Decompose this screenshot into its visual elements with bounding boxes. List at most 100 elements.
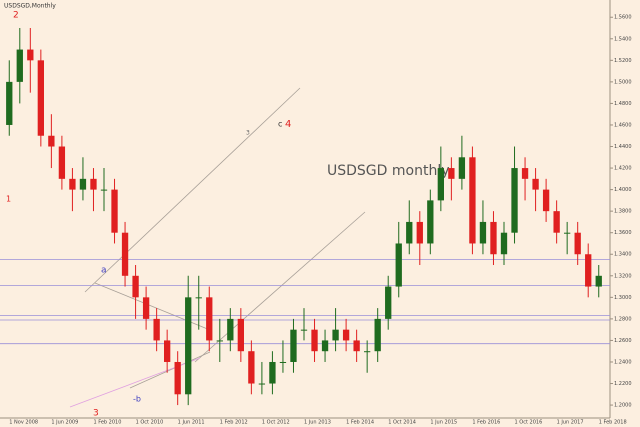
x-tick-label: 1 Feb 2016 <box>472 420 500 426</box>
wave-label: 3 <box>93 409 99 419</box>
y-tick-label: 1.3200 <box>614 273 632 279</box>
y-tick-label: 1.5400 <box>614 36 632 42</box>
x-tick-label: 1 Feb 2018 <box>599 420 627 426</box>
y-tick-label: 1.2600 <box>614 338 632 344</box>
candle-body <box>132 275 139 298</box>
candle-body <box>564 232 571 234</box>
candle-body <box>185 297 192 395</box>
candle-body <box>448 168 455 179</box>
x-tick-label: 1 Jun 2009 <box>51 420 78 426</box>
candle-body <box>164 340 171 362</box>
y-tick-label: 1.2200 <box>614 381 632 387</box>
candle-body <box>385 286 392 319</box>
candle-body <box>595 275 602 287</box>
candle-body <box>300 329 308 331</box>
candle-body <box>437 168 444 201</box>
candle-body <box>395 243 402 287</box>
candle-body <box>37 60 44 136</box>
candle-body <box>237 318 244 352</box>
candle-body <box>332 329 339 341</box>
candle-body <box>248 351 255 384</box>
candle-body <box>458 157 466 179</box>
trend-lines <box>69 87 366 408</box>
x-tick-label: 1 Jun 2017 <box>557 420 584 426</box>
candle-body <box>374 318 381 352</box>
wave-label: a <box>101 266 107 276</box>
y-tick-label: 1.4400 <box>614 144 632 150</box>
x-tick-label: 1 Jun 2013 <box>304 420 331 426</box>
candle-body <box>69 178 76 190</box>
candle-body <box>542 189 550 212</box>
candle-body <box>153 318 160 341</box>
candle-body <box>206 297 213 341</box>
x-tick-label: 1 Feb 2014 <box>346 420 374 426</box>
y-tick-label: 1.5600 <box>614 15 632 21</box>
y-tick-label: 1.3800 <box>614 209 632 215</box>
candle-body <box>90 178 97 190</box>
y-tick-label: 1.5200 <box>614 58 632 64</box>
y-tick-label: 1.3000 <box>614 295 632 301</box>
candle-body <box>48 135 55 147</box>
candle-body <box>479 221 487 244</box>
candle-body <box>195 297 202 299</box>
candle-body <box>311 329 318 352</box>
wave-label: 4 <box>285 119 291 130</box>
candle-body <box>574 232 581 255</box>
x-tick-label: 1 Feb 2010 <box>93 420 121 426</box>
candle-body <box>142 297 150 319</box>
wave-label: -b <box>133 395 141 404</box>
candle-body <box>416 221 423 244</box>
wave-label: 1 <box>6 195 11 204</box>
candle-body <box>290 329 297 362</box>
y-tick-label: 1.2000 <box>614 403 632 409</box>
candle-body <box>585 254 592 287</box>
candle-body <box>553 211 560 233</box>
candle-body <box>321 340 329 352</box>
candle-body <box>100 189 108 191</box>
x-tick-label: 1 Feb 2012 <box>220 420 248 426</box>
candle-body <box>279 361 287 363</box>
candle-body <box>532 178 539 190</box>
y-tick-label: 1.5000 <box>614 79 632 85</box>
candle-body <box>406 221 413 244</box>
y-tick-label: 1.3400 <box>614 252 632 258</box>
candle-body <box>216 340 223 342</box>
y-tick-label: 1.2800 <box>614 316 632 322</box>
candle-body <box>521 168 529 179</box>
candle-body <box>27 49 34 61</box>
y-tick-label: 1.4200 <box>614 166 632 172</box>
candle-body <box>353 340 360 352</box>
x-tick-label: 1 Jun 2015 <box>430 420 457 426</box>
candle-body <box>111 189 118 233</box>
candle-body <box>500 232 508 255</box>
candle-body <box>227 318 234 341</box>
y-tick-label: 1.2400 <box>614 359 632 365</box>
wave-label: 3 <box>246 130 250 137</box>
candle-body <box>511 168 518 233</box>
wave-label: 2 <box>13 11 19 21</box>
candle-body <box>342 329 350 341</box>
x-tick-label: 1 Oct 2016 <box>515 420 543 426</box>
x-tick-label: 1 Jun 2011 <box>178 420 205 426</box>
candle-body <box>79 178 87 190</box>
candle-body <box>269 361 276 384</box>
y-tick-label: 1.3600 <box>614 230 632 236</box>
x-tick-label: 1 Oct 2014 <box>388 420 416 426</box>
symbol: USDSGD,Monthly <box>4 3 56 10</box>
y-tick-label: 1.4000 <box>614 187 632 193</box>
y-tick-label: 1.4600 <box>614 122 632 128</box>
x-tick-label: 1 Nov 2008 <box>9 420 38 426</box>
candle-body <box>58 146 66 179</box>
candle-body <box>490 221 497 255</box>
x-tick-label: 1 Oct 2012 <box>262 420 290 426</box>
wave-label: c <box>278 120 282 129</box>
y-tick-label: 1.4800 <box>614 101 632 107</box>
candle-body <box>174 361 181 395</box>
candle-body <box>364 351 371 353</box>
candle-body <box>121 232 129 276</box>
x-tick-label: 1 Oct 2010 <box>136 420 164 426</box>
candle-body <box>6 81 13 125</box>
candle-body <box>258 383 266 385</box>
